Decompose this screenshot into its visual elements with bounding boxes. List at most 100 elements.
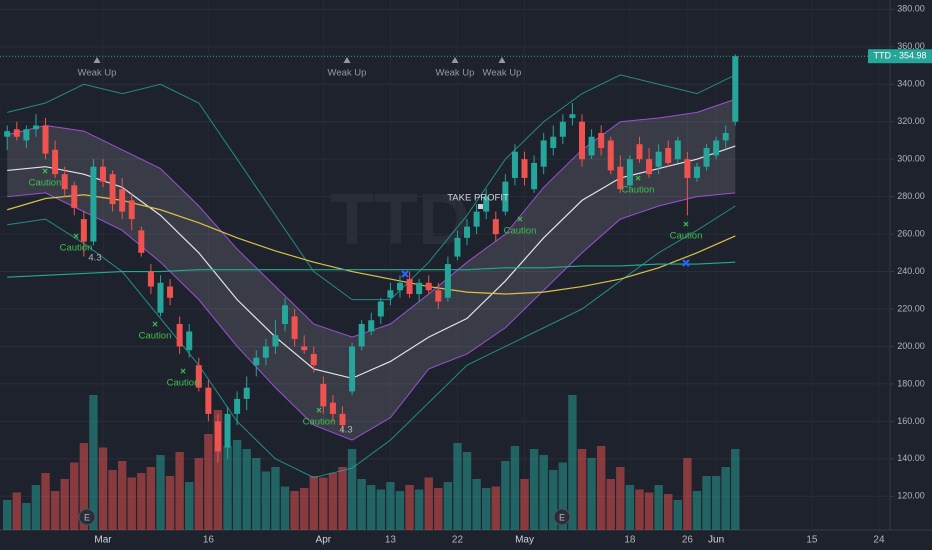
annotation: Caution [622,185,655,196]
volume-bar [357,479,366,530]
volume-bar [261,471,271,530]
candle-body [71,185,78,208]
volume-bar [60,479,69,530]
band-fill [7,99,736,441]
volume-bar [299,488,309,530]
candle-body [234,398,241,414]
candle-body [282,305,289,324]
candle-body [454,237,461,257]
x-tick-label: 22 [452,535,464,546]
earnings-label: E [84,512,90,522]
volume-bar [204,434,213,530]
volume-bar [347,449,357,530]
x-marker: × [152,320,158,331]
candle-body [109,174,116,205]
candle-body [138,230,145,253]
candle-body [444,264,451,298]
watermark: TTD [330,180,470,260]
y-tick-label: 380.00 [897,4,925,14]
volume-bar [549,470,558,530]
candle-body [416,282,423,295]
candle-body [272,335,279,347]
volume-bar [472,479,481,530]
volume-bar [424,477,433,530]
candle-body [531,162,538,190]
y-tick-label: 260.00 [897,228,925,238]
indicator-line [7,145,736,379]
annotation: 4.3 [88,253,101,264]
candle-body [262,346,269,358]
candle-body [100,166,106,182]
volume-bar [577,449,587,530]
triangle-marker [498,57,506,63]
candle-body [224,413,231,448]
candle-body [521,159,528,178]
volume-bar [3,500,12,530]
cross-signal [401,270,409,278]
volume-bar [395,491,405,530]
volume-bar [309,476,318,530]
annotation: Weak Up [483,68,522,79]
y-tick-label: 120.00 [897,491,925,501]
volume-bar [31,485,41,530]
cross-signal [682,259,690,267]
indicator-line [7,205,736,479]
x-tick-label: Jun [708,535,724,546]
candle-body [684,159,691,178]
candle-body [320,383,327,407]
volume-bar [117,461,127,530]
candle-body [291,316,298,339]
annotation: Caution [60,243,93,254]
x-tick-label: 18 [624,535,636,546]
volume-bar [137,473,146,530]
volume-bar [194,458,203,530]
volume-bar [252,458,261,530]
volume-bar [443,482,453,530]
y-tick-label: 360.00 [897,41,925,51]
y-tick-label: 180.00 [897,378,925,388]
candle-body [396,282,403,291]
candle-body [665,147,672,163]
volume-bar [596,446,606,530]
volume-bar [491,486,500,530]
candle-body [598,132,605,148]
candle-body [119,189,126,212]
volume-bar [108,470,117,530]
candle-body [617,166,624,190]
candle-body [377,301,384,317]
candle-body [655,151,662,167]
volume-bar [692,491,702,530]
candle-body [540,140,547,167]
volume-bar [558,462,568,530]
y-tick-label: 280.00 [897,191,925,201]
triangle-marker [93,57,101,63]
candle-body [703,147,710,167]
volume-bar [635,489,644,530]
candle-body [368,320,375,332]
volume-bar [482,488,491,530]
candle-body [713,140,720,156]
candle-body [435,290,442,302]
volume-bar [664,494,673,530]
volume-bar [414,489,424,530]
volume-bar [328,473,338,530]
candle-body [32,125,39,130]
x-marker: × [73,232,79,243]
y-tick-label: 300.00 [897,154,925,164]
candle-body [674,140,681,160]
candle-body [61,174,68,190]
flag-marker [478,204,483,209]
volume-bar [127,477,136,530]
candle-body [214,421,221,452]
annotation: Caution [167,378,200,389]
x-tick-label: 13 [385,535,397,546]
candle-body [358,323,365,347]
candle-body [693,166,700,178]
candle-body [387,290,394,298]
candle-body [310,353,317,366]
candle-body [339,413,346,426]
candle-body [550,136,557,148]
indicator-line [7,261,736,278]
volume-bar [50,491,60,530]
earnings-badge [78,508,96,526]
